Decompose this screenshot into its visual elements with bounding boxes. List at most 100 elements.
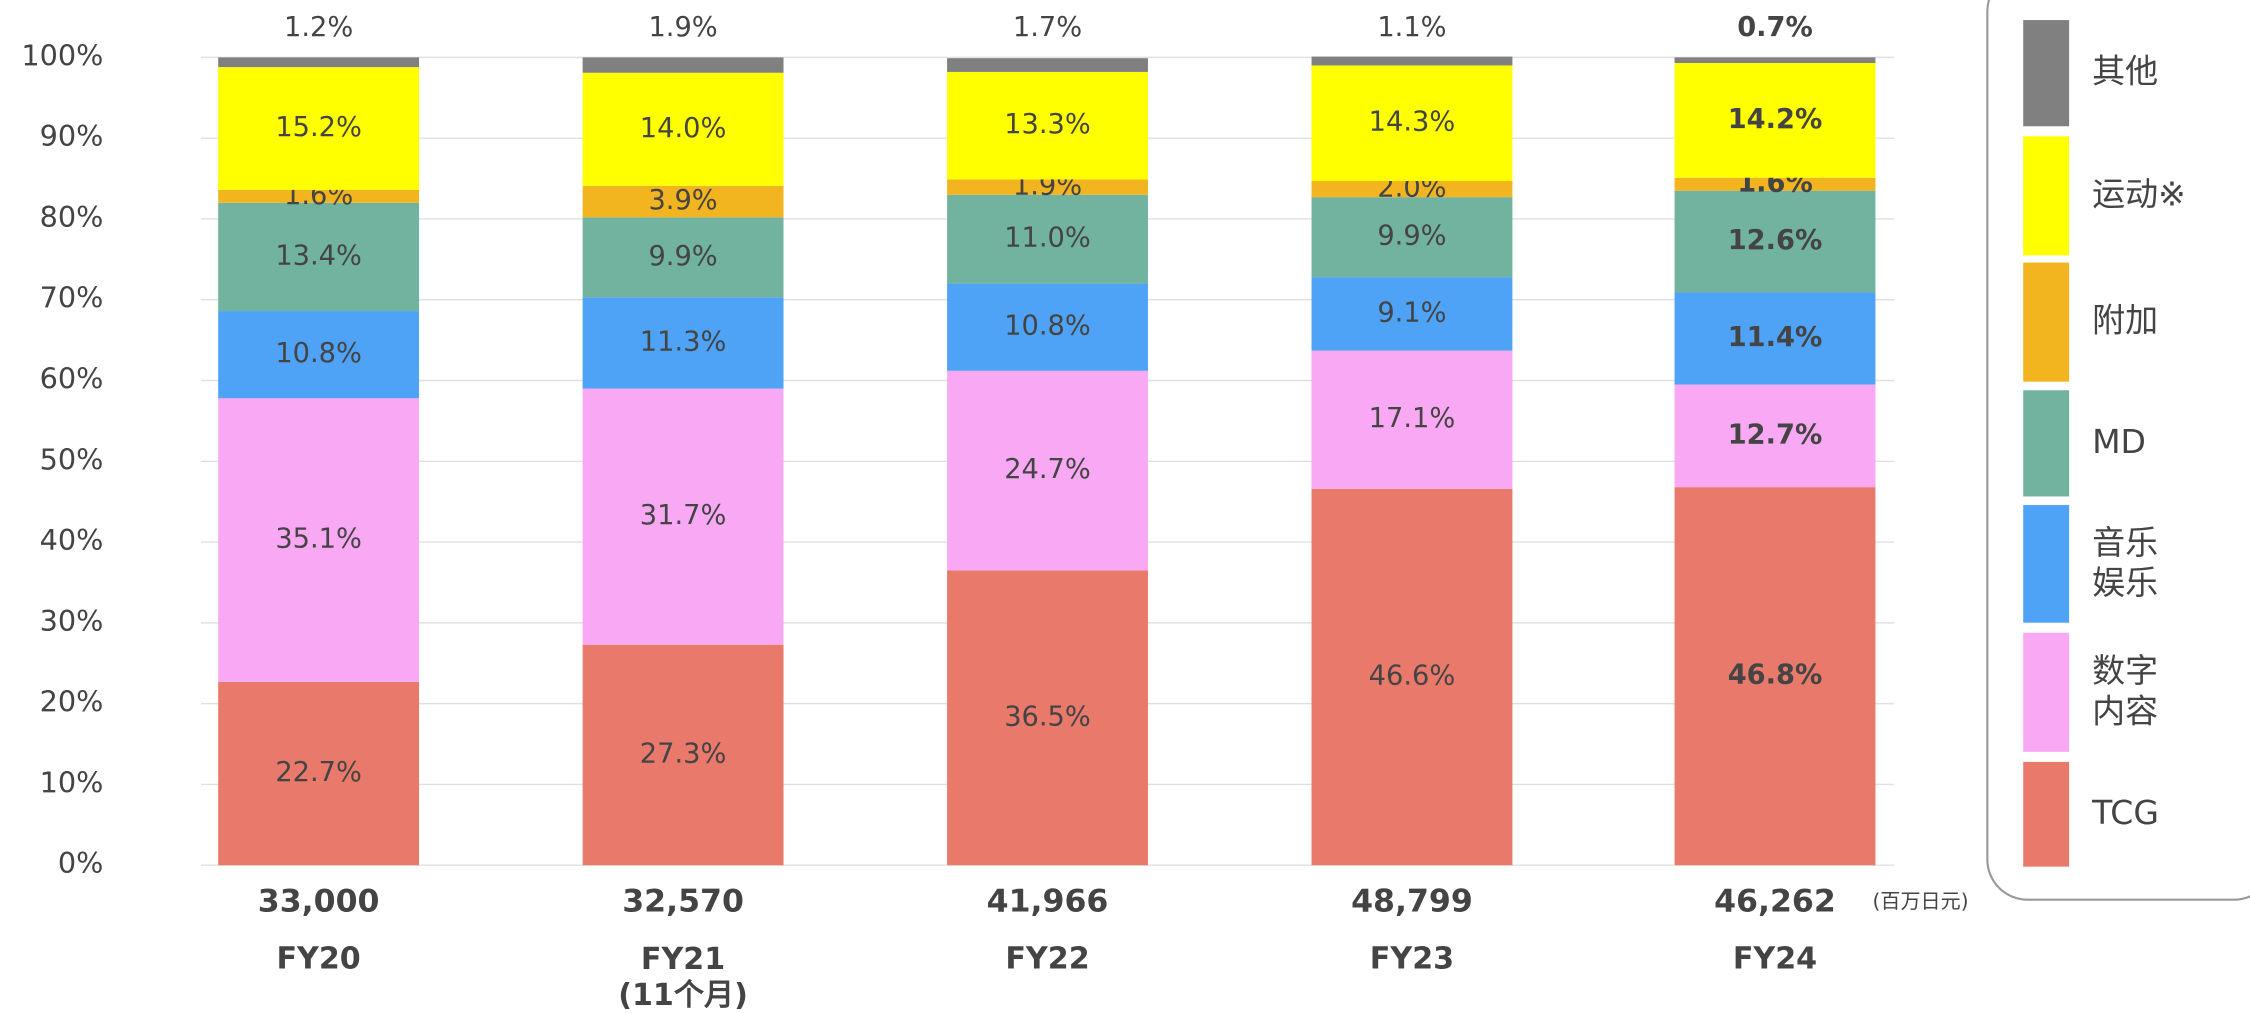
data-label: 12.6% bbox=[1728, 225, 1823, 256]
x-tick-label: FY24 bbox=[1733, 941, 1817, 976]
y-tick-label: 10% bbox=[40, 765, 104, 799]
total-label: 46,262 bbox=[1714, 884, 1836, 920]
data-label: 14.2% bbox=[1728, 104, 1823, 135]
bar-segment bbox=[582, 185, 784, 218]
legend-label: 音乐娱乐 bbox=[2092, 522, 2158, 601]
data-label: 22.7% bbox=[275, 757, 362, 788]
bar-segment bbox=[1311, 65, 1513, 181]
y-tick-label: 30% bbox=[40, 604, 104, 638]
bar-segment bbox=[582, 644, 784, 866]
x-tick-label: FY23 bbox=[1370, 941, 1454, 976]
bar-segment bbox=[947, 370, 1148, 571]
bar-segment bbox=[218, 311, 420, 399]
legend-swatch bbox=[2023, 632, 2070, 752]
data-label: 17.1% bbox=[1369, 403, 1456, 434]
total-label: 33,000 bbox=[258, 884, 380, 920]
legend-swatch bbox=[2023, 761, 2070, 867]
legend-label: 运动※ bbox=[2092, 174, 2186, 213]
total-unit: (百万日元) bbox=[1873, 889, 1969, 913]
y-tick-label: 80% bbox=[40, 200, 104, 234]
data-label: 9.1% bbox=[1377, 297, 1446, 328]
bar-segment bbox=[582, 388, 784, 645]
bar-segment bbox=[947, 179, 1148, 195]
bar-segment bbox=[1674, 487, 1876, 866]
total-label: 41,966 bbox=[987, 884, 1109, 920]
data-label: 1.2% bbox=[284, 12, 353, 43]
data-label: 3.9% bbox=[648, 185, 717, 216]
data-label: 11.0% bbox=[1004, 223, 1091, 254]
bar-segment bbox=[1674, 190, 1876, 293]
bar-segment bbox=[218, 67, 420, 190]
bar-segment bbox=[218, 398, 420, 682]
y-tick-label: 50% bbox=[40, 442, 104, 476]
bar-segment bbox=[947, 71, 1148, 180]
data-label: 11.4% bbox=[1728, 322, 1823, 353]
data-label: 9.9% bbox=[648, 241, 717, 272]
bar-segment bbox=[582, 217, 784, 298]
bar-segment bbox=[218, 57, 420, 68]
bar-segment bbox=[947, 194, 1148, 284]
y-tick-label: 70% bbox=[40, 281, 104, 315]
data-label: 1.9% bbox=[648, 12, 717, 43]
data-label: 15.2% bbox=[275, 112, 362, 143]
bar-segment bbox=[1674, 292, 1876, 385]
data-label: 0.7% bbox=[1737, 12, 1813, 43]
bar-segment bbox=[1674, 177, 1876, 191]
data-label: 27.3% bbox=[640, 738, 727, 769]
data-label: 46.6% bbox=[1369, 660, 1456, 691]
data-label: 1.7% bbox=[1013, 12, 1082, 43]
bar-segment bbox=[1311, 350, 1513, 489]
bar-segment bbox=[1311, 56, 1513, 66]
y-tick-label: 20% bbox=[40, 685, 104, 719]
y-tick-label: 90% bbox=[40, 119, 104, 153]
data-label: 9.9% bbox=[1377, 221, 1446, 252]
bar-segment bbox=[1311, 197, 1513, 278]
data-label: 11.3% bbox=[640, 326, 727, 357]
data-label: 46.8% bbox=[1728, 660, 1823, 691]
bar-segment bbox=[582, 72, 784, 186]
bar-segment bbox=[947, 58, 1148, 72]
bar-segment bbox=[1311, 180, 1513, 198]
x-tick-label: FY20 bbox=[276, 941, 360, 976]
bar-segment bbox=[582, 297, 784, 389]
bar-segment bbox=[1311, 488, 1513, 866]
legend-label: 其他 bbox=[2092, 52, 2158, 91]
data-label: 1.1% bbox=[1377, 12, 1446, 43]
data-label: 12.7% bbox=[1728, 419, 1823, 450]
data-label: 14.0% bbox=[640, 113, 727, 144]
legend-swatch bbox=[2023, 262, 2070, 382]
data-label: 35.1% bbox=[275, 524, 362, 555]
legend-label: TCG bbox=[2091, 793, 2159, 832]
bar-segment bbox=[1674, 384, 1876, 488]
data-label: 13.4% bbox=[275, 240, 362, 271]
bar-segment bbox=[1674, 63, 1876, 178]
data-label: 10.8% bbox=[275, 338, 362, 369]
bar-segment bbox=[1311, 277, 1513, 351]
data-label: 24.7% bbox=[1004, 454, 1091, 485]
bar-segment bbox=[218, 681, 420, 866]
legend-swatch bbox=[2023, 136, 2070, 256]
bar-segment bbox=[947, 570, 1148, 866]
data-label: 31.7% bbox=[640, 500, 727, 531]
bar-segment bbox=[947, 283, 1148, 371]
x-tick-label: FY21 (11个月) bbox=[618, 941, 748, 1012]
y-tick-label: 100% bbox=[21, 38, 103, 72]
data-label: 13.3% bbox=[1004, 109, 1091, 140]
legend-label: 数字内容 bbox=[2092, 651, 2158, 730]
legend-label: MD bbox=[2092, 422, 2146, 461]
legend-swatch bbox=[2023, 505, 2070, 623]
bar-segment bbox=[218, 189, 420, 203]
y-tick-label: 0% bbox=[58, 846, 104, 880]
bar-segment bbox=[218, 202, 420, 312]
total-label: 32,570 bbox=[622, 884, 744, 920]
total-label: 48,799 bbox=[1351, 884, 1473, 920]
bar-segment bbox=[582, 57, 784, 73]
legend-swatch bbox=[2023, 20, 2070, 127]
data-label: 14.3% bbox=[1369, 107, 1456, 138]
y-tick-label: 60% bbox=[40, 362, 104, 396]
y-tick-label: 40% bbox=[40, 523, 104, 557]
x-tick-label: FY22 bbox=[1005, 941, 1089, 976]
legend-swatch bbox=[2023, 390, 2070, 497]
data-label: 36.5% bbox=[1004, 701, 1091, 732]
